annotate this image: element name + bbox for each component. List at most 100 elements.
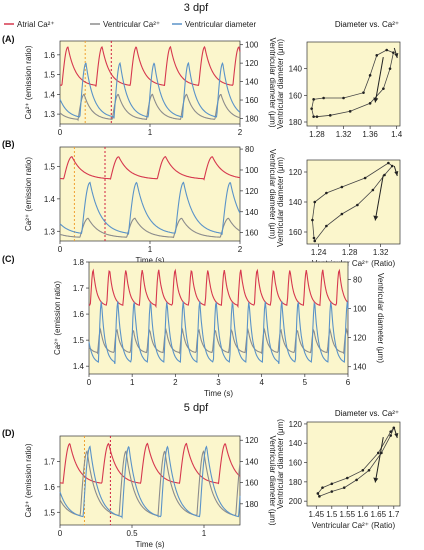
x-tick-label: 1.4	[391, 130, 403, 139]
data-point	[312, 98, 315, 101]
data-point	[377, 451, 380, 455]
y-tick-label: 160	[289, 91, 303, 100]
direction-arrow	[374, 175, 384, 221]
y2-tick-label: 100	[245, 41, 259, 50]
x-tick-label: 2	[238, 245, 243, 254]
y-tick-label: 1.4	[73, 362, 85, 371]
data-point	[363, 176, 367, 180]
y-tick-label: 1.8	[73, 258, 85, 267]
legend: Atrial Ca²⁺ Ventricular Ca²⁺ Ventricular…	[4, 20, 256, 29]
y2-tick-label: 120	[353, 334, 367, 343]
y2-axis-label: Ventricular diameter (μm)	[376, 273, 385, 363]
x-tick-label: 1.65	[371, 510, 387, 519]
y2-tick-label: 160	[245, 229, 259, 238]
x-tick-label: 1	[130, 378, 135, 387]
y-tick-label: 1.7	[44, 457, 56, 466]
data-point	[371, 188, 375, 192]
y2-tick-label: 80	[353, 275, 362, 284]
x-tick-label: 1.7	[388, 510, 400, 519]
y-axis-label: Ventricular diameter (μm)	[276, 157, 285, 247]
data-point	[348, 110, 352, 113]
x-tick-label: 1.36	[362, 130, 378, 139]
plot-area	[59, 146, 241, 242]
title-3dpf: 3 dpf	[184, 2, 209, 14]
data-point	[330, 482, 334, 486]
chart-a: 0 1 2 1.3 1.4 1.5 1.6 100 120 140 160 180 Ca²⁺ (emis…	[24, 38, 277, 137]
y2-tick-label: 120	[245, 59, 259, 68]
data-point	[322, 96, 325, 100]
data-point	[356, 203, 359, 207]
series-atrial	[59, 156, 241, 181]
scatter-a-title: Diameter vs. Ca²⁺	[335, 20, 399, 29]
y-tick-label: 1.3	[44, 110, 56, 119]
data-point	[340, 212, 344, 216]
x-tick-label: 1	[202, 529, 207, 538]
x-tick-label: 0	[58, 245, 63, 254]
data-point	[312, 236, 316, 240]
data-point	[388, 67, 392, 70]
data-point	[368, 102, 372, 105]
x-tick-label: 5	[303, 378, 308, 387]
x-tick-label: 4	[259, 378, 264, 387]
plot-area	[306, 41, 401, 127]
x-tick-label: 1.5	[326, 510, 338, 519]
scatter-d-title: Diameter vs. Ca²⁺	[335, 409, 399, 418]
panel-label-a: (A)	[2, 34, 15, 44]
x-tick-label: 2	[238, 128, 243, 137]
direction-arrowhead	[394, 171, 399, 176]
data-point	[325, 191, 328, 195]
data-point	[310, 107, 313, 110]
x-tick-label: 3	[216, 378, 221, 387]
series-ventricular	[59, 217, 241, 239]
y-tick-label: 120	[289, 168, 303, 177]
y-tick-label: 140	[289, 65, 303, 74]
x-tick-label: 0.5	[126, 529, 138, 538]
legend-label-atrial: Atrial Ca²⁺	[17, 20, 55, 29]
series-diameter	[59, 445, 241, 520]
direction-arrow	[374, 437, 384, 483]
x-tick-label: 2	[173, 378, 178, 387]
x-tick-label: 1.32	[336, 130, 352, 139]
panel-label-c: (C)	[2, 254, 15, 264]
direction-arrowhead	[394, 53, 399, 58]
y-tick-label: 140	[289, 198, 303, 207]
y-axis-label: Ca²⁺ (emission ratio)	[53, 281, 62, 355]
direction-arrowhead	[373, 477, 379, 483]
plot-area	[88, 261, 349, 375]
y2-tick-label: 140	[245, 208, 259, 217]
y-tick-label: 1.5	[44, 508, 56, 517]
legend-label-diameter: Ventricular diameter	[185, 20, 256, 29]
data-point	[311, 218, 314, 222]
x-tick-label: 1.32	[373, 248, 389, 257]
data-point	[318, 495, 321, 498]
plot-area	[306, 159, 401, 245]
data-point	[312, 115, 315, 118]
x-tick-label: 6	[346, 378, 351, 387]
data-point	[361, 468, 365, 472]
y2-axis-label: Ventricular diameter (μm)	[268, 149, 277, 239]
y-tick-label: 200	[289, 497, 303, 506]
y-tick-label: 1.5	[44, 71, 56, 80]
chart-b: 0 1 2 1.3 1.4 1.5 80 100 120 140 160 Time (s) Ca²⁺ (…	[24, 145, 277, 265]
data-point	[315, 115, 319, 118]
data-point	[325, 224, 328, 228]
y-tick-label: 140	[289, 439, 303, 448]
data-point	[330, 490, 334, 493]
series-diameter	[59, 61, 241, 119]
data-point	[389, 430, 393, 433]
y2-axis-label: Ventricular diameter (μm)	[268, 38, 277, 128]
data-point	[367, 468, 371, 472]
y-tick-label: 1.6	[73, 310, 85, 319]
series-atrial	[59, 442, 241, 485]
direction-arrowhead	[373, 97, 379, 103]
data-point	[390, 164, 394, 168]
x-axis-label: Ventricular Ca²⁺ (Ratio)	[312, 259, 396, 268]
data-point	[346, 476, 349, 480]
data-point	[387, 161, 390, 165]
x-axis-label: Time (s)	[135, 540, 164, 549]
y-tick-label: 160	[289, 228, 303, 237]
direction-arrow	[374, 57, 384, 103]
title-5dpf: 5 dpf	[184, 402, 209, 414]
y-tick-label: 180	[289, 478, 303, 487]
direction-arrowhead	[394, 433, 399, 438]
